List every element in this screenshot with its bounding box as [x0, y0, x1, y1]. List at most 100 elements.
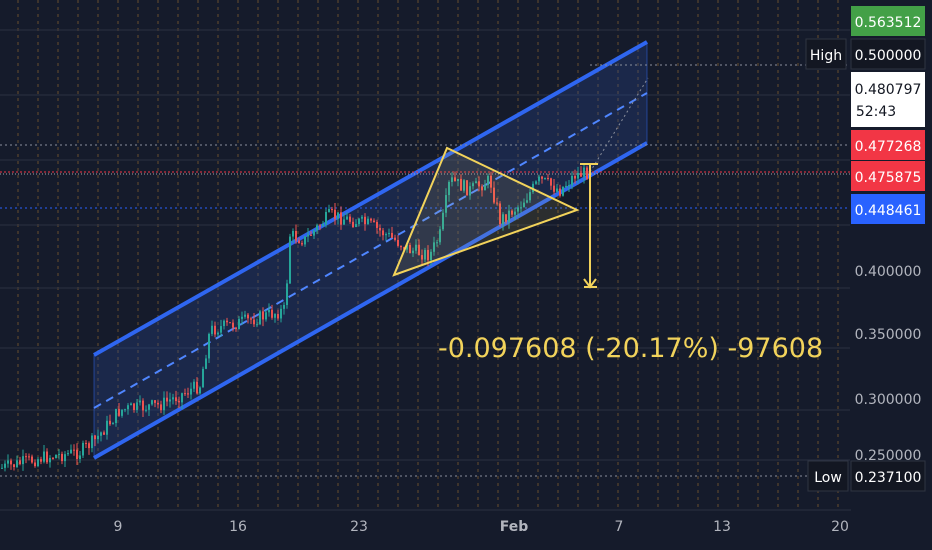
candle-body: [514, 211, 516, 215]
candle-body: [361, 216, 363, 219]
candle-body: [310, 234, 312, 236]
badge-upper-value: 0.563512: [855, 15, 922, 31]
candle-body: [397, 239, 399, 246]
candle-body: [73, 449, 75, 451]
candle-body: [490, 175, 492, 188]
candle-body: [229, 322, 231, 324]
candlesticks: [1, 163, 591, 472]
candle-body: [298, 240, 300, 244]
candle-body: [82, 442, 84, 456]
candle-body: [271, 309, 273, 318]
regression-channel[interactable]: [93, 40, 648, 460]
candle-body: [511, 210, 513, 215]
candle-body: [541, 176, 543, 179]
candle-body: [340, 212, 342, 225]
candle-body: [256, 324, 258, 326]
candle-body: [145, 409, 147, 411]
candle-body: [235, 327, 237, 330]
badge-red1-bg: [851, 130, 925, 160]
candle-body: [301, 243, 303, 245]
candle-body: [478, 181, 480, 187]
badge-blue-bg: [851, 194, 925, 224]
candle-body: [436, 242, 438, 244]
candle-body: [520, 207, 522, 209]
candle-body: [100, 432, 102, 436]
channel-upper-line[interactable]: [93, 40, 648, 357]
time-axis[interactable]: 9 16 23 Feb 7 13 20: [0, 509, 851, 535]
candle-body: [376, 221, 378, 228]
candle-body: [208, 333, 210, 359]
candle-body: [508, 210, 510, 222]
candle-body: [55, 454, 57, 459]
candle-body: [184, 393, 186, 395]
candle-body: [121, 409, 123, 416]
candle-body: [382, 230, 384, 236]
candle-body: [403, 247, 405, 250]
candle-body: [427, 249, 429, 261]
candle-body: [58, 453, 60, 455]
candle-body: [577, 172, 579, 179]
candle-body: [217, 332, 219, 335]
candle-body: [505, 214, 507, 222]
candle-body: [61, 453, 63, 462]
candle-body: [109, 420, 111, 425]
candle-body: [10, 460, 12, 465]
triangle-pattern[interactable]: [392, 146, 580, 277]
candle-body: [28, 456, 30, 458]
candle-body: [283, 305, 285, 309]
candle-body: [169, 399, 171, 402]
candle-body: [97, 435, 99, 440]
candle-body: [154, 400, 156, 403]
candle-body: [76, 449, 78, 460]
candle-body: [439, 229, 441, 243]
candle-body: [502, 214, 504, 225]
candle-body: [250, 318, 252, 320]
candle-body: [286, 283, 288, 306]
candle-body: [337, 212, 339, 219]
candle-body: [220, 326, 222, 333]
candle-body: [172, 397, 174, 400]
candle-body: [7, 460, 9, 464]
candle-body: [343, 219, 345, 225]
price-range-measure[interactable]: -0.097608 (-20.17%) -97608: [438, 163, 823, 364]
candle-body: [430, 251, 432, 261]
candle-body: [424, 249, 426, 260]
candle-body: [163, 397, 165, 411]
candle-body: [112, 423, 114, 425]
candle-body: [319, 225, 321, 227]
candle-body: [565, 185, 567, 187]
candle-body: [91, 435, 93, 449]
candle-body: [535, 181, 537, 184]
candle-body: [52, 457, 54, 459]
candle-body: [262, 311, 264, 320]
candle-body: [37, 459, 39, 467]
candle-body: [181, 393, 183, 403]
candle-body: [175, 397, 177, 402]
candle-body: [586, 167, 588, 180]
candle-body: [307, 234, 309, 237]
candle-body: [574, 175, 576, 179]
candle-body: [64, 454, 66, 462]
candle-body: [421, 255, 423, 260]
candle-body: [4, 463, 6, 468]
candle-body: [106, 420, 108, 435]
candle-body: [46, 451, 48, 463]
candle-body: [412, 250, 414, 254]
candle-body: [289, 236, 291, 284]
channel-lower-line[interactable]: [93, 141, 648, 460]
candle-body: [379, 227, 381, 231]
x-tick-label: 13: [713, 519, 731, 535]
x-tick-label: 20: [831, 519, 849, 535]
candle-body: [223, 320, 225, 327]
candle-body: [232, 322, 234, 328]
x-tick-label: Feb: [500, 519, 529, 535]
candle-body: [214, 325, 216, 335]
candle-body: [472, 183, 474, 187]
candle-body: [484, 184, 486, 191]
price-badges: 0.563512 High 0.500000 0.480797 52:43 0.…: [805, 6, 926, 492]
triangle-shape[interactable]: [392, 146, 580, 277]
candle-body: [103, 432, 105, 435]
